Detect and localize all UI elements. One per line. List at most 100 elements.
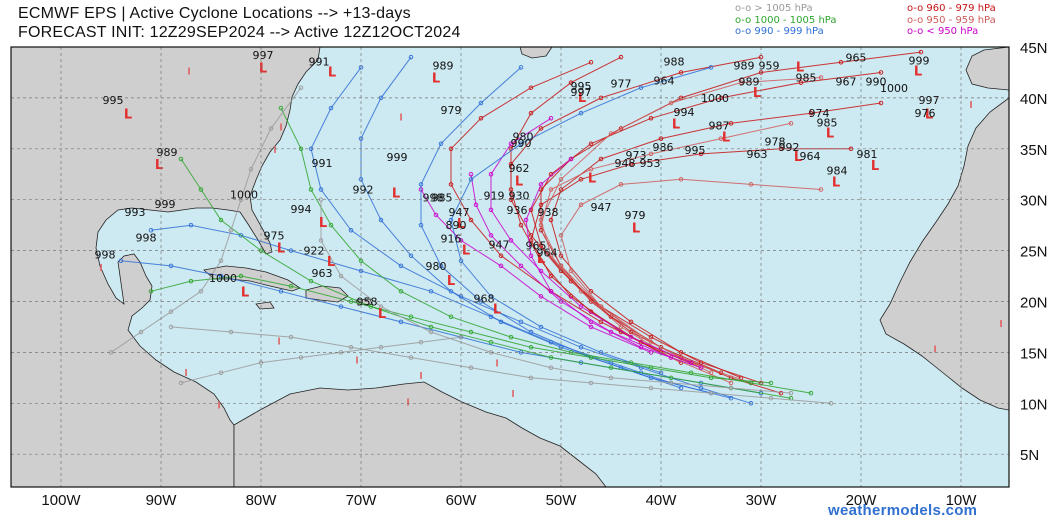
track-point [408,253,414,258]
track-point [878,100,884,106]
storm-icon: L [155,158,163,173]
storm-icon: L [327,255,335,270]
pressure-label: 992 [353,184,374,197]
track-point [548,365,554,370]
pressure-label: 919 [484,190,505,203]
track-point [458,238,464,243]
pressure-label: 999 [155,198,176,211]
pressure-label: 994 [674,106,695,119]
track-point [188,222,194,228]
track-point [488,294,494,299]
chart-title-line-1: ECMWF EPS | Active Cyclone Locations -->… [18,5,411,22]
pressure-label: 947 [489,239,510,252]
newfoundland-land [519,47,553,59]
pressure-label: 989 [734,59,755,72]
jamaica-island [255,301,275,310]
storm-icon: L [447,274,455,289]
track-point [498,253,504,258]
track-point [468,365,474,370]
track-point [308,278,314,284]
track-point [318,238,324,243]
track-point [548,273,554,279]
track-point [438,141,444,146]
pressure-label: 986 [653,141,674,154]
storm-icon: l [277,337,280,347]
pressure-label: 979 [625,209,646,222]
pressure-label: 976 [915,107,936,120]
track-point [588,141,594,146]
storm-icon: l [184,369,187,379]
track-point [758,70,764,75]
track-point [468,171,474,177]
track-point [548,187,554,192]
track-point [518,319,524,325]
storm-icon: L [632,221,640,236]
storm-icon: L [672,117,680,132]
storm-icon: L [794,150,802,165]
track-point [578,345,584,350]
track-point [648,375,654,381]
storm-icon: L [328,66,336,81]
pressure-label: 973 [626,149,647,162]
track-point [138,329,144,335]
track-point [638,85,644,90]
storm-icon: l [279,123,282,133]
storm-icon: L [462,244,470,259]
track-point [628,319,634,325]
track-point [668,380,674,386]
lat-label: 40N [1020,91,1048,108]
track-line [310,67,752,404]
pressure-label: 999 [909,54,930,67]
track-point [548,289,554,294]
track-point [288,283,294,289]
track-point [808,390,814,396]
pressure-label: 922 [304,245,325,258]
track-point [528,345,534,350]
track-point [298,85,304,90]
pressure-label: 964 [537,247,558,260]
pressure-label: 995 [571,80,592,93]
pressure-label: 987 [709,119,730,132]
pressure-label: 974 [809,107,830,120]
track-point [728,385,734,391]
track-point [798,80,804,85]
storm-icon: L [914,65,922,80]
track-point [818,75,824,80]
graticule-grid [11,47,1009,487]
storm-icon: L [588,171,596,186]
track-point [218,258,224,264]
pressure-label: 1000 [209,272,237,285]
track-point [248,166,254,172]
pressure-label: 965 [846,51,867,64]
track-line [150,224,732,399]
track-line [530,148,851,369]
track-point [538,217,544,223]
track-point [678,177,684,182]
track-point [478,100,484,106]
storm-icon: L [722,131,730,146]
legend-right: o-o 960 - 979 hPa o-o 950 - 959 hPa o-o … [907,3,996,38]
track-point [168,309,174,314]
legend-entry-960-979: o-o 960 - 979 hPa [907,3,996,14]
track-point [228,329,234,335]
track-line [280,107,812,394]
lat-label: 15N [1020,345,1048,362]
south-america-land [233,381,607,487]
lat-label: 30N [1020,193,1048,210]
storm-icon: l [999,320,1002,330]
track-point [578,202,584,208]
pressure-label: 980 [426,260,447,273]
pressure-label: 995 [685,144,706,157]
track-point [648,334,654,340]
track-point [488,171,494,177]
chart-title-line-2: FORECAST INIT: 12Z29SEP2024 --> Active 1… [18,24,461,41]
track-point [578,304,584,309]
storm-icon: L [826,127,834,142]
lon-label: 80W [246,492,278,509]
track-point [648,339,654,345]
track-point [788,121,794,126]
storm-icon: L [378,307,386,322]
track-point [298,355,304,360]
storm-icon: l [1021,176,1024,186]
track-point [728,395,734,401]
